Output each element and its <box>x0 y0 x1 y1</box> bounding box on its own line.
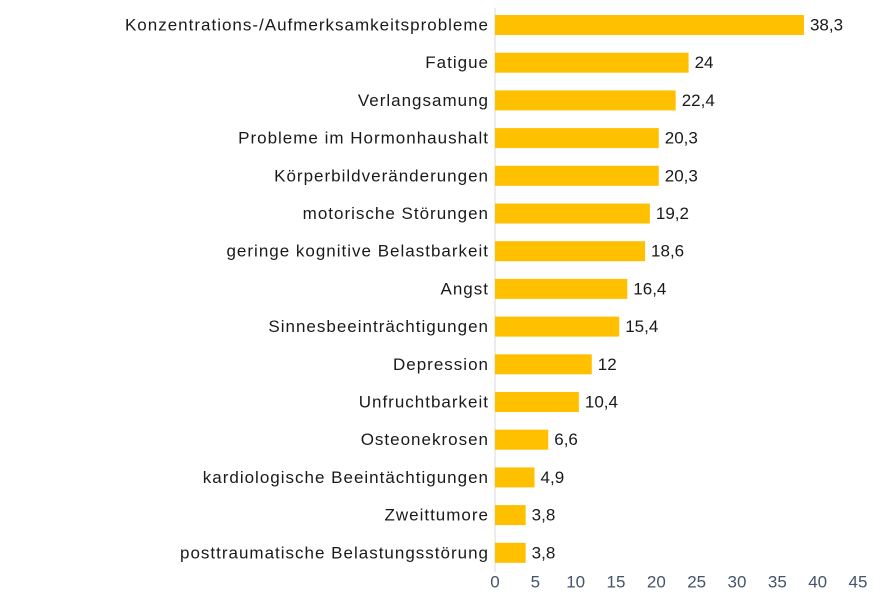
bar <box>495 392 579 412</box>
category-label: Fatigue <box>425 53 489 72</box>
bar <box>495 128 659 149</box>
bar <box>495 467 535 488</box>
value-label: 4,9 <box>541 468 565 487</box>
value-label: 3,8 <box>532 506 556 525</box>
x-tick-label: 20 <box>647 572 666 591</box>
value-label: 6,6 <box>554 430 578 449</box>
category-label: geringe kognitive Belastbarkeit <box>226 242 489 261</box>
category-label: Sinnesbeeinträchtigungen <box>268 317 489 336</box>
category-label: Körperbildveränderungen <box>274 166 489 185</box>
value-label: 10,4 <box>585 392 618 411</box>
bar <box>495 203 650 224</box>
bar <box>495 542 526 563</box>
x-tick-label: 0 <box>490 572 499 591</box>
value-label: 16,4 <box>633 279 666 298</box>
x-tick-label: 5 <box>531 572 540 591</box>
x-tick-label: 45 <box>849 572 868 591</box>
bar <box>495 90 676 111</box>
value-label: 3,8 <box>532 543 556 562</box>
value-label: 22,4 <box>682 91 715 110</box>
value-label: 12 <box>598 355 617 374</box>
category-label: Unfruchtbarkeit <box>359 392 489 411</box>
x-tick-label: 40 <box>808 572 827 591</box>
bar <box>495 241 646 262</box>
value-label: 20,3 <box>665 129 698 148</box>
category-label: Zweittumore <box>384 506 489 525</box>
value-label: 24 <box>695 53 714 72</box>
category-label: Probleme im Hormonhaushalt <box>238 129 489 148</box>
category-label: motorische Störungen <box>303 204 489 223</box>
x-tick-label: 25 <box>687 572 706 591</box>
bar <box>495 15 804 35</box>
category-label: Osteonekrosen <box>361 430 489 449</box>
value-label: 38,3 <box>810 15 843 34</box>
value-label: 18,6 <box>651 242 684 261</box>
category-label: Konzentrations-/Aufmerksamkeitsprobleme <box>125 15 489 34</box>
category-label: kardiologische Beeintächtigungen <box>203 468 489 487</box>
x-tick-label: 10 <box>566 572 585 591</box>
category-label: Depression <box>393 355 489 374</box>
category-label: posttraumatische Belastungsstörung <box>180 543 489 562</box>
category-label: Verlangsamung <box>358 91 489 110</box>
bar <box>495 429 549 450</box>
x-tick-label: 30 <box>728 572 747 591</box>
value-label: 19,2 <box>656 204 689 223</box>
x-tick-label: 15 <box>607 572 626 591</box>
bar <box>495 505 526 526</box>
x-tick-label: 35 <box>768 572 787 591</box>
bar <box>495 278 628 299</box>
bar <box>495 316 620 337</box>
bar <box>495 165 659 186</box>
bar <box>495 52 689 73</box>
value-label: 15,4 <box>625 317 658 336</box>
bar <box>495 354 592 375</box>
value-label: 20,3 <box>665 166 698 185</box>
category-label: Angst <box>441 279 489 298</box>
